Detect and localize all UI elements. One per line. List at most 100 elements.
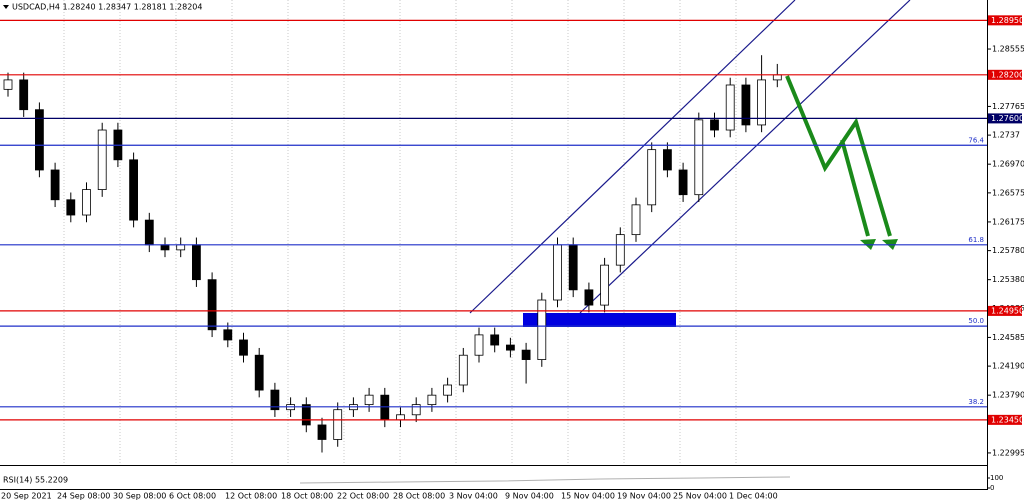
candle-body	[647, 149, 657, 206]
demand-zone	[523, 313, 676, 327]
x-tick-label: 24 Sep 08:00	[57, 492, 110, 501]
candle-body	[710, 119, 719, 131]
x-tick-label: 22 Oct 08:00	[337, 492, 389, 501]
y-tick-label: 1.26575	[992, 188, 1024, 197]
candle-body	[474, 334, 484, 356]
candle-body	[19, 79, 29, 111]
candle-body	[317, 424, 327, 440]
y-tick-label: 1.25780	[992, 246, 1024, 255]
y-tick-label: 1.28555	[992, 45, 1024, 54]
candle-body	[443, 384, 453, 396]
y-tick-label: 1.2737	[992, 131, 1020, 140]
candle-body	[631, 204, 641, 236]
rsi-tick-label: 0	[990, 484, 994, 492]
x-tick-label: 18 Oct 08:00	[281, 492, 333, 501]
level-box	[988, 113, 1022, 124]
candle-body	[505, 344, 515, 351]
candle-body	[254, 354, 264, 391]
candle-body	[772, 74, 782, 81]
candle-body	[270, 389, 280, 411]
fibo-label: 61.8	[968, 236, 984, 244]
x-tick-label: 30 Sep 08:00	[113, 492, 166, 501]
header-arrow	[3, 5, 9, 9]
candle-body	[490, 334, 500, 346]
candle-body	[301, 404, 311, 426]
y-tick-label: 1.26175	[992, 217, 1024, 226]
level-box	[988, 414, 1022, 425]
x-tick-label: 9 Nov 04:00	[505, 492, 554, 501]
candle-body	[678, 169, 688, 196]
candle-body	[144, 219, 154, 246]
candle-body	[741, 84, 751, 126]
candle-body	[239, 339, 248, 356]
x-tick-label: 25 Nov 04:00	[673, 492, 727, 501]
y-tick-label: 1.23790	[992, 391, 1024, 400]
x-tick-label: 15 Nov 04:00	[561, 492, 615, 501]
candle-body	[364, 394, 374, 406]
vertical-grid	[63, 0, 737, 465]
candle-body	[223, 329, 233, 341]
level-box	[988, 15, 1022, 26]
candle-body	[553, 244, 562, 301]
fibo-label: 76.4	[968, 136, 984, 144]
candle-body	[207, 279, 217, 331]
candle-body	[537, 299, 547, 360]
candle-body	[160, 244, 170, 251]
y-tick-label: 1.27765	[992, 102, 1024, 111]
y-tick-label: 1.22995	[992, 448, 1024, 457]
candle-body	[568, 244, 578, 291]
candle-body	[757, 79, 766, 126]
channel-lower	[579, 0, 911, 314]
y-tick-label: 1.26970	[992, 160, 1024, 169]
x-tick-label: 19 Nov 04:00	[617, 492, 671, 501]
level-price-label: 1.27600	[991, 114, 1024, 123]
candle-body	[521, 349, 531, 360]
candle-body	[380, 394, 390, 421]
level-price-label: 1.23450	[991, 415, 1024, 424]
level-price-label: 1.28950	[991, 16, 1024, 25]
candle-body	[66, 199, 76, 216]
candle-body	[129, 159, 139, 221]
candle-body	[191, 244, 201, 281]
chart-header: USDCAD,H4 1.28240 1.28347 1.28181 1.2820…	[12, 3, 202, 12]
forecast-branch	[840, 139, 870, 237]
candle-body	[725, 84, 735, 131]
y-tick-label: 1.24190	[992, 362, 1024, 371]
candle-body	[82, 189, 91, 216]
level-box	[988, 305, 1022, 316]
y-tick-label: 1.24585	[992, 333, 1024, 342]
candle-body	[427, 394, 437, 406]
candle-body	[615, 234, 625, 266]
channel-upper	[469, 0, 796, 314]
fibo-label: 38.2	[968, 398, 984, 406]
level-price-label: 1.24950	[991, 306, 1024, 315]
rsi-line	[299, 476, 791, 484]
candle-body	[663, 149, 672, 171]
x-tick-label: 28 Oct 08:00	[393, 492, 445, 501]
x-tick-label: 1 Dec 04:00	[729, 492, 778, 501]
candle-body	[600, 264, 609, 306]
x-tick-label: 3 Nov 04:00	[449, 492, 498, 501]
candle-body	[694, 119, 704, 196]
candle-body	[458, 354, 468, 386]
candle-body	[3, 79, 13, 90]
candle-body	[176, 244, 186, 251]
y-tick-label: 1.25380	[992, 275, 1024, 284]
fibo-label: 50.0	[968, 317, 984, 325]
candle-body	[584, 289, 594, 306]
candle-body	[97, 129, 107, 190]
candle-body	[411, 404, 421, 416]
x-tick-label: 6 Oct 08:00	[169, 492, 216, 501]
candles	[3, 55, 782, 453]
x-tick-label: 12 Oct 08:00	[225, 492, 277, 501]
candle-body	[50, 169, 60, 201]
rsi-tick-label: 100	[990, 474, 1003, 482]
candle-body	[396, 414, 405, 421]
candle-body	[35, 109, 44, 171]
rsi-label: RSI(14) 55.2209	[3, 476, 68, 485]
x-tick-label: 20 Sep 2021	[1, 492, 52, 501]
candle-body	[333, 409, 343, 440]
level-price-label: 1.28200	[991, 70, 1024, 79]
level-box	[988, 69, 1022, 80]
